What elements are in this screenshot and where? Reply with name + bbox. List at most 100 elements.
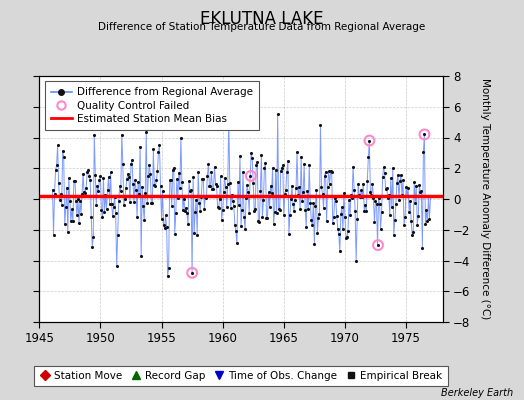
Point <box>182 204 190 211</box>
Point <box>319 204 328 211</box>
Point <box>194 169 202 175</box>
Point <box>122 185 130 191</box>
Point <box>329 220 337 226</box>
Point <box>78 190 86 197</box>
Point <box>268 165 277 171</box>
Point <box>355 191 363 198</box>
Point <box>75 220 83 227</box>
Point <box>330 214 338 221</box>
Point <box>198 175 206 182</box>
Point <box>115 198 123 204</box>
Point <box>226 205 235 211</box>
Point <box>255 218 264 225</box>
Point <box>296 206 304 212</box>
Point <box>83 169 91 176</box>
Point <box>314 214 323 221</box>
Point <box>173 194 182 201</box>
Point <box>187 187 195 193</box>
Point <box>237 222 245 229</box>
Point <box>121 196 129 202</box>
Point <box>131 177 139 183</box>
Point <box>403 193 411 200</box>
Point <box>89 234 97 240</box>
Point <box>189 174 198 180</box>
Point <box>223 204 231 210</box>
Point <box>117 132 126 138</box>
Point <box>349 164 357 170</box>
Point <box>230 203 238 210</box>
Point <box>203 173 212 179</box>
Point <box>359 181 367 188</box>
Point <box>263 214 271 221</box>
Point <box>287 196 295 202</box>
Point <box>300 161 308 167</box>
Point <box>308 222 316 228</box>
Point <box>261 160 270 166</box>
Point <box>126 199 134 205</box>
Point <box>90 131 99 138</box>
Point <box>334 226 342 232</box>
Point <box>81 189 89 196</box>
Point <box>74 196 82 202</box>
Point <box>111 193 119 200</box>
Point <box>365 137 374 144</box>
Point <box>239 168 247 175</box>
Point <box>249 180 257 186</box>
Point <box>274 111 282 118</box>
Point <box>127 161 135 168</box>
Point <box>79 170 88 177</box>
Point <box>87 214 95 220</box>
Point <box>124 170 132 177</box>
Point <box>389 165 397 172</box>
Point <box>420 131 429 138</box>
Point <box>417 188 425 194</box>
Point <box>170 165 178 172</box>
Point <box>420 131 429 138</box>
Point <box>95 177 104 184</box>
Point <box>181 208 189 215</box>
Point <box>281 191 289 198</box>
Point <box>295 184 303 190</box>
Point <box>162 224 171 230</box>
Point <box>53 142 62 148</box>
Point <box>424 192 433 199</box>
Point <box>142 129 150 135</box>
Point <box>138 184 146 190</box>
Point <box>188 270 196 276</box>
Point <box>399 177 407 183</box>
Point <box>221 175 229 181</box>
Point <box>152 177 161 184</box>
Point <box>368 180 377 187</box>
Point <box>388 204 396 210</box>
Point <box>195 200 203 206</box>
Point <box>208 186 216 192</box>
Point <box>184 221 192 228</box>
Point <box>71 178 79 184</box>
Point <box>367 192 376 198</box>
Point <box>254 218 263 224</box>
Point <box>163 273 172 279</box>
Point <box>415 182 423 188</box>
Point <box>264 189 272 195</box>
Point <box>216 173 225 180</box>
Point <box>282 169 291 175</box>
Point <box>374 242 382 248</box>
Point <box>213 204 222 210</box>
Point <box>328 169 336 175</box>
Point <box>114 231 122 238</box>
Point <box>149 146 158 152</box>
Legend: Difference from Regional Average, Quality Control Failed, Estimated Station Mean: Difference from Regional Average, Qualit… <box>45 81 259 130</box>
Point <box>292 185 300 192</box>
Point <box>266 182 275 189</box>
Point <box>67 218 75 225</box>
Point <box>315 210 324 217</box>
Point <box>375 200 384 207</box>
Point <box>279 162 287 168</box>
Point <box>201 194 210 200</box>
Point <box>421 221 430 227</box>
Point <box>361 202 369 208</box>
Point <box>256 188 265 194</box>
Point <box>291 197 299 204</box>
Point <box>234 178 242 185</box>
Point <box>411 200 419 206</box>
